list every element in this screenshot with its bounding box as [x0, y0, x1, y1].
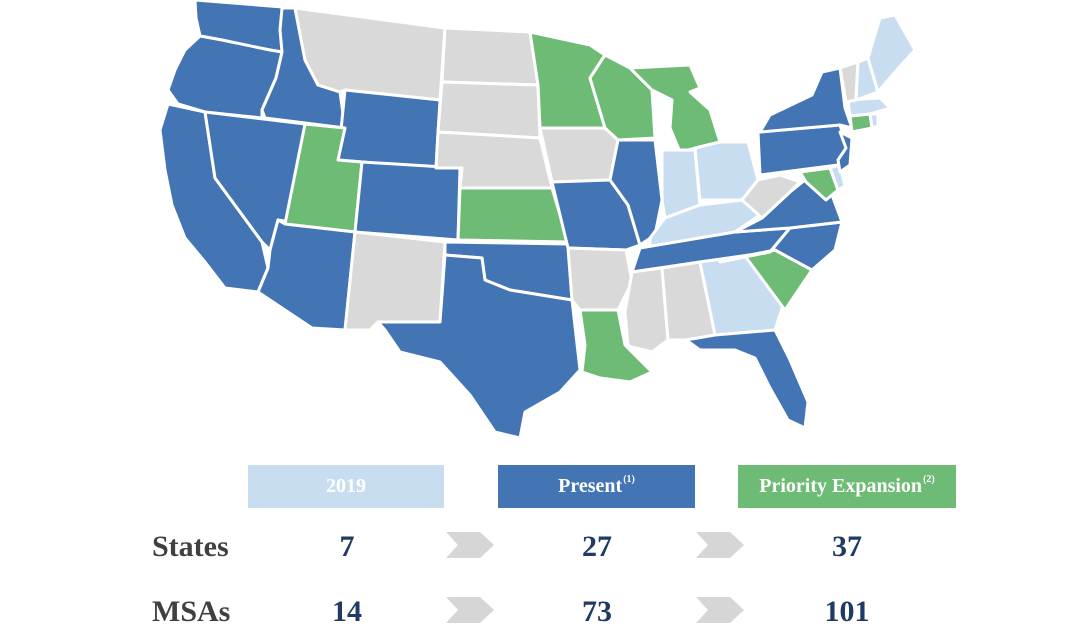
state-north-dakota: [440, 26, 540, 87]
state-florida: [684, 328, 810, 430]
us-coverage-map: [158, 0, 917, 440]
legend-2019: 2019: [248, 465, 444, 508]
legend-present: Present (1): [498, 465, 695, 508]
row-label-states: States: [152, 530, 229, 563]
state-south-dakota: [436, 80, 542, 140]
row-label-msas: MSAs: [152, 595, 231, 628]
state-wisconsin: [588, 53, 657, 142]
states-2019-value: 7: [339, 530, 355, 563]
state-maine: [866, 13, 917, 94]
legend-priority-label: Priority Expansion: [759, 475, 923, 497]
state-arizona: [256, 218, 357, 332]
chevron-arrow-icon: [696, 532, 744, 558]
state-new-york: [758, 66, 854, 134]
state-iowa: [538, 126, 620, 184]
legend-2019-label: 2019: [326, 475, 366, 497]
state-kansas: [456, 186, 570, 244]
state-wyoming: [336, 88, 442, 170]
msas-priority-value: 101: [824, 595, 870, 628]
msas-2019-value: 14: [332, 595, 362, 628]
state-arkansas: [566, 246, 634, 312]
states-priority-value: 37: [832, 530, 862, 563]
msas-present-value: 73: [582, 595, 612, 628]
state-massachusetts: [846, 96, 892, 118]
legend-priority-expansion: Priority Expansion (2): [738, 465, 956, 508]
chevron-arrow-icon: [446, 597, 494, 623]
state-new-mexico: [343, 230, 447, 332]
state-montana: [293, 6, 447, 102]
legend-present-label: Present: [558, 475, 623, 497]
state-rhode-island: [868, 112, 880, 130]
state-west-virginia: [740, 173, 802, 220]
chevron-arrow-icon: [446, 532, 494, 558]
state-louisiana: [578, 308, 654, 384]
state-illinois: [608, 138, 664, 247]
legend-present-footnote: (1): [623, 474, 635, 485]
states-present-value: 27: [582, 530, 612, 563]
state-maryland: [798, 166, 840, 202]
state-new-jersey: [836, 130, 854, 174]
state-colorado: [353, 160, 462, 242]
state-north-carolina: [718, 220, 844, 272]
legend-priority-footnote: (2): [923, 474, 935, 485]
state-texas: [376, 253, 582, 440]
chevron-arrow-icon: [696, 597, 744, 623]
